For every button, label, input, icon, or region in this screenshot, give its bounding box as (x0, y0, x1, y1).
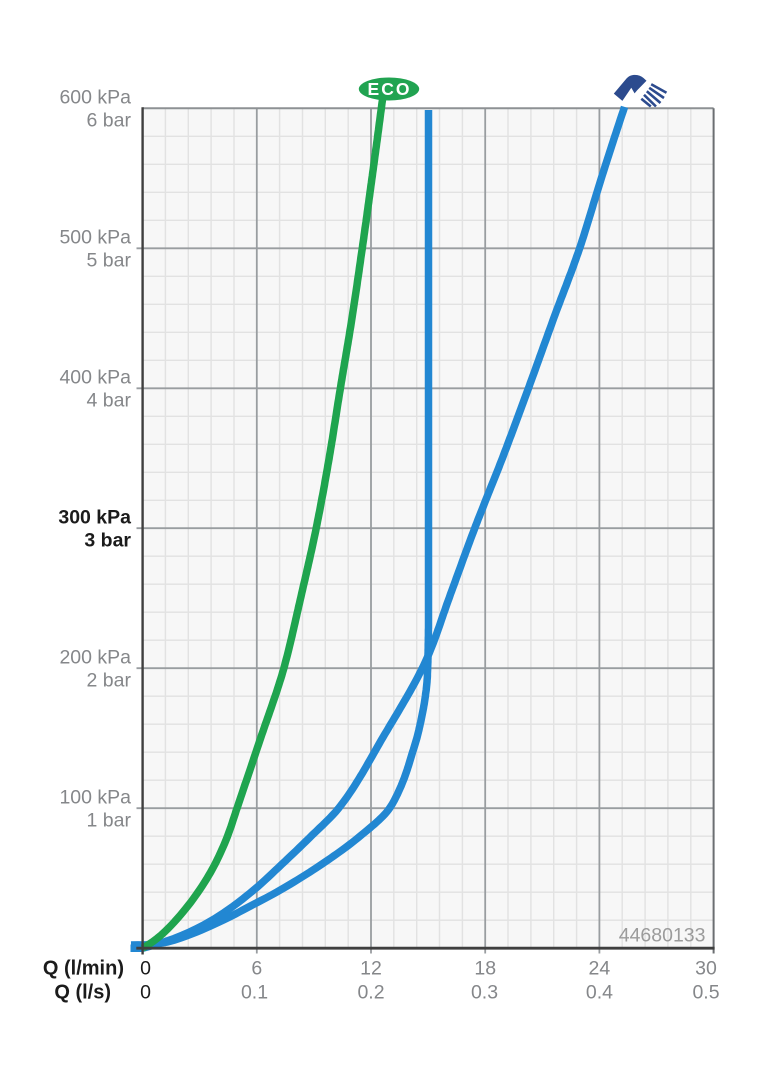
svg-text:44680133: 44680133 (619, 925, 706, 947)
svg-text:0: 0 (140, 982, 151, 1004)
svg-text:2 bar: 2 bar (87, 669, 132, 691)
svg-text:3 bar: 3 bar (84, 529, 131, 551)
svg-text:300 kPa: 300 kPa (58, 507, 131, 529)
svg-text:1 bar: 1 bar (87, 809, 132, 831)
svg-text:200 kPa: 200 kPa (59, 647, 131, 669)
svg-text:4 bar: 4 bar (87, 390, 132, 412)
svg-text:ECO: ECO (368, 79, 412, 99)
svg-text:600 kPa: 600 kPa (59, 87, 131, 109)
svg-text:0.4: 0.4 (586, 982, 613, 1004)
svg-text:Q (l/s): Q (l/s) (54, 982, 111, 1004)
svg-text:24: 24 (589, 958, 611, 980)
svg-text:0.3: 0.3 (471, 982, 498, 1004)
svg-text:500 kPa: 500 kPa (59, 227, 131, 249)
svg-text:6 bar: 6 bar (87, 110, 132, 132)
svg-text:30: 30 (695, 958, 717, 980)
svg-text:0.2: 0.2 (357, 982, 384, 1004)
svg-text:400 kPa: 400 kPa (59, 367, 131, 389)
svg-text:6: 6 (251, 958, 262, 980)
svg-text:0.1: 0.1 (241, 982, 268, 1004)
svg-text:0.5: 0.5 (692, 982, 719, 1004)
svg-text:5 bar: 5 bar (87, 250, 132, 272)
svg-text:12: 12 (360, 958, 382, 980)
svg-text:0: 0 (140, 958, 151, 980)
svg-text:Q (l/min): Q (l/min) (43, 958, 124, 980)
svg-text:100 kPa: 100 kPa (59, 787, 131, 809)
svg-text:18: 18 (474, 958, 496, 980)
